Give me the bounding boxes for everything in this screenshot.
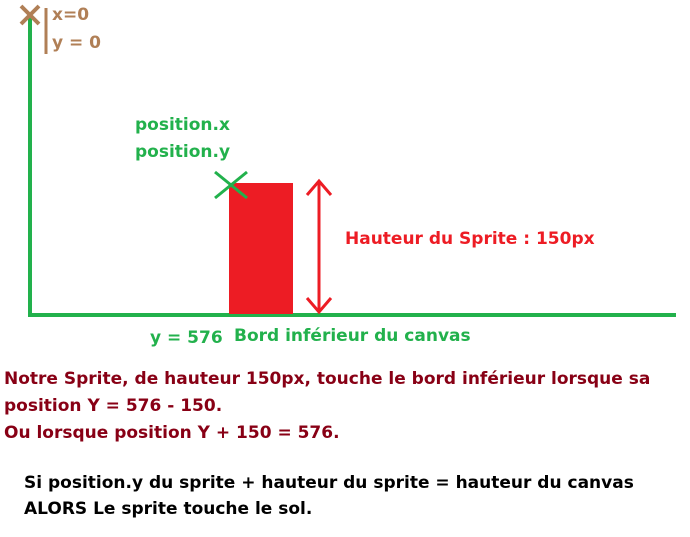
sprite-height-label: Hauteur du Sprite : 150px <box>345 229 595 249</box>
rule-line-2: ALORS Le sprite touche le sol. <box>24 499 313 519</box>
sprite-rectangle <box>229 183 293 314</box>
ground-y-label: y = 576 <box>150 328 223 348</box>
sprite-height-arrow-icon <box>305 178 333 315</box>
origin-cross-icon <box>19 4 41 26</box>
explanation-line-1: Notre Sprite, de hauteur 150px, touche l… <box>4 369 651 389</box>
canvas-bottom-edge-label: Bord inférieur du canvas <box>234 326 471 346</box>
sprite-position-cross-icon <box>214 170 248 200</box>
origin-y-label: y = 0 <box>52 33 101 53</box>
sprite-position-x-label: position.x <box>135 115 230 135</box>
sprite-position-y-label: position.y <box>135 142 231 162</box>
rule-line-1: Si position.y du sprite + hauteur du spr… <box>24 473 634 493</box>
origin-x-label: x=0 <box>52 5 90 25</box>
explanation-line-2: position Y = 576 - 150. <box>4 396 223 416</box>
explanation-line-3: Ou lorsque position Y + 150 = 576. <box>4 423 340 443</box>
